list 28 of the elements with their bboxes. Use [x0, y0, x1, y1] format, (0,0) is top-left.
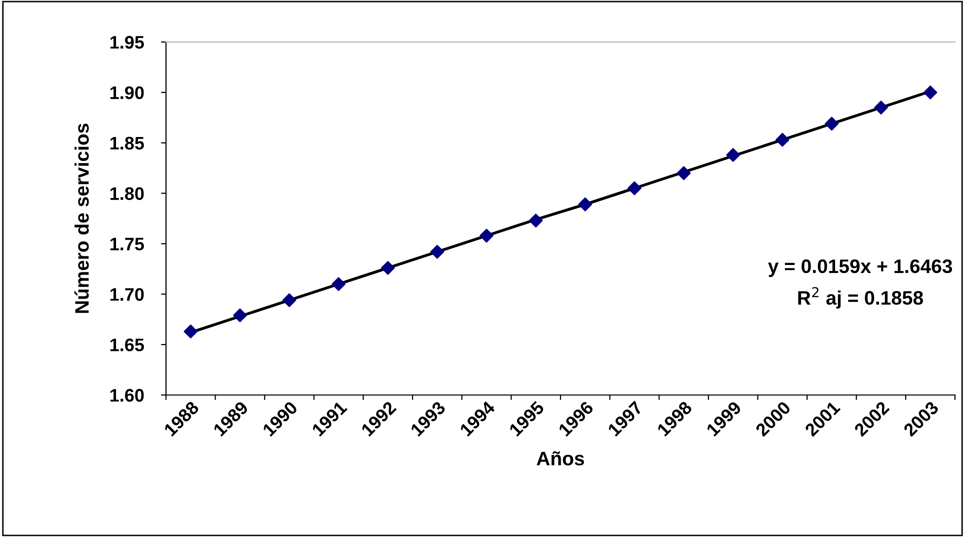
- point: [676, 166, 691, 180]
- y-tick-label: 1.65: [110, 338, 144, 352]
- x-axis-title: Años: [536, 451, 584, 466]
- point: [233, 308, 247, 322]
- y-tick-label: 1.60: [110, 388, 144, 402]
- y-tick-label: 1.70: [110, 288, 144, 301]
- point: [528, 214, 543, 228]
- y-tick-label: 1.75: [110, 238, 144, 250]
- point: [874, 100, 888, 114]
- point: [381, 261, 395, 275]
- y-tick-label: 1.95: [110, 36, 144, 49]
- annotation: R$^{2}$ aj = 0.1858: [798, 287, 924, 309]
- point: [184, 324, 198, 338]
- point: [726, 148, 740, 162]
- point: [628, 181, 642, 196]
- y-tick-label: 1.80: [110, 187, 144, 200]
- point: [282, 293, 296, 308]
- point: [776, 132, 790, 147]
- point: [578, 197, 592, 212]
- y-tick-label: 1.90: [110, 86, 144, 100]
- point: [923, 86, 938, 100]
- y-tick-label: 1.85: [110, 136, 144, 150]
- point: [824, 116, 839, 131]
- annotation: y = 0.0159x + 1.6463: [768, 259, 952, 277]
- point: [480, 228, 494, 243]
- point: [332, 277, 346, 291]
- point: [430, 244, 444, 259]
- y-axis-title: Número de servicios: [74, 124, 89, 313]
